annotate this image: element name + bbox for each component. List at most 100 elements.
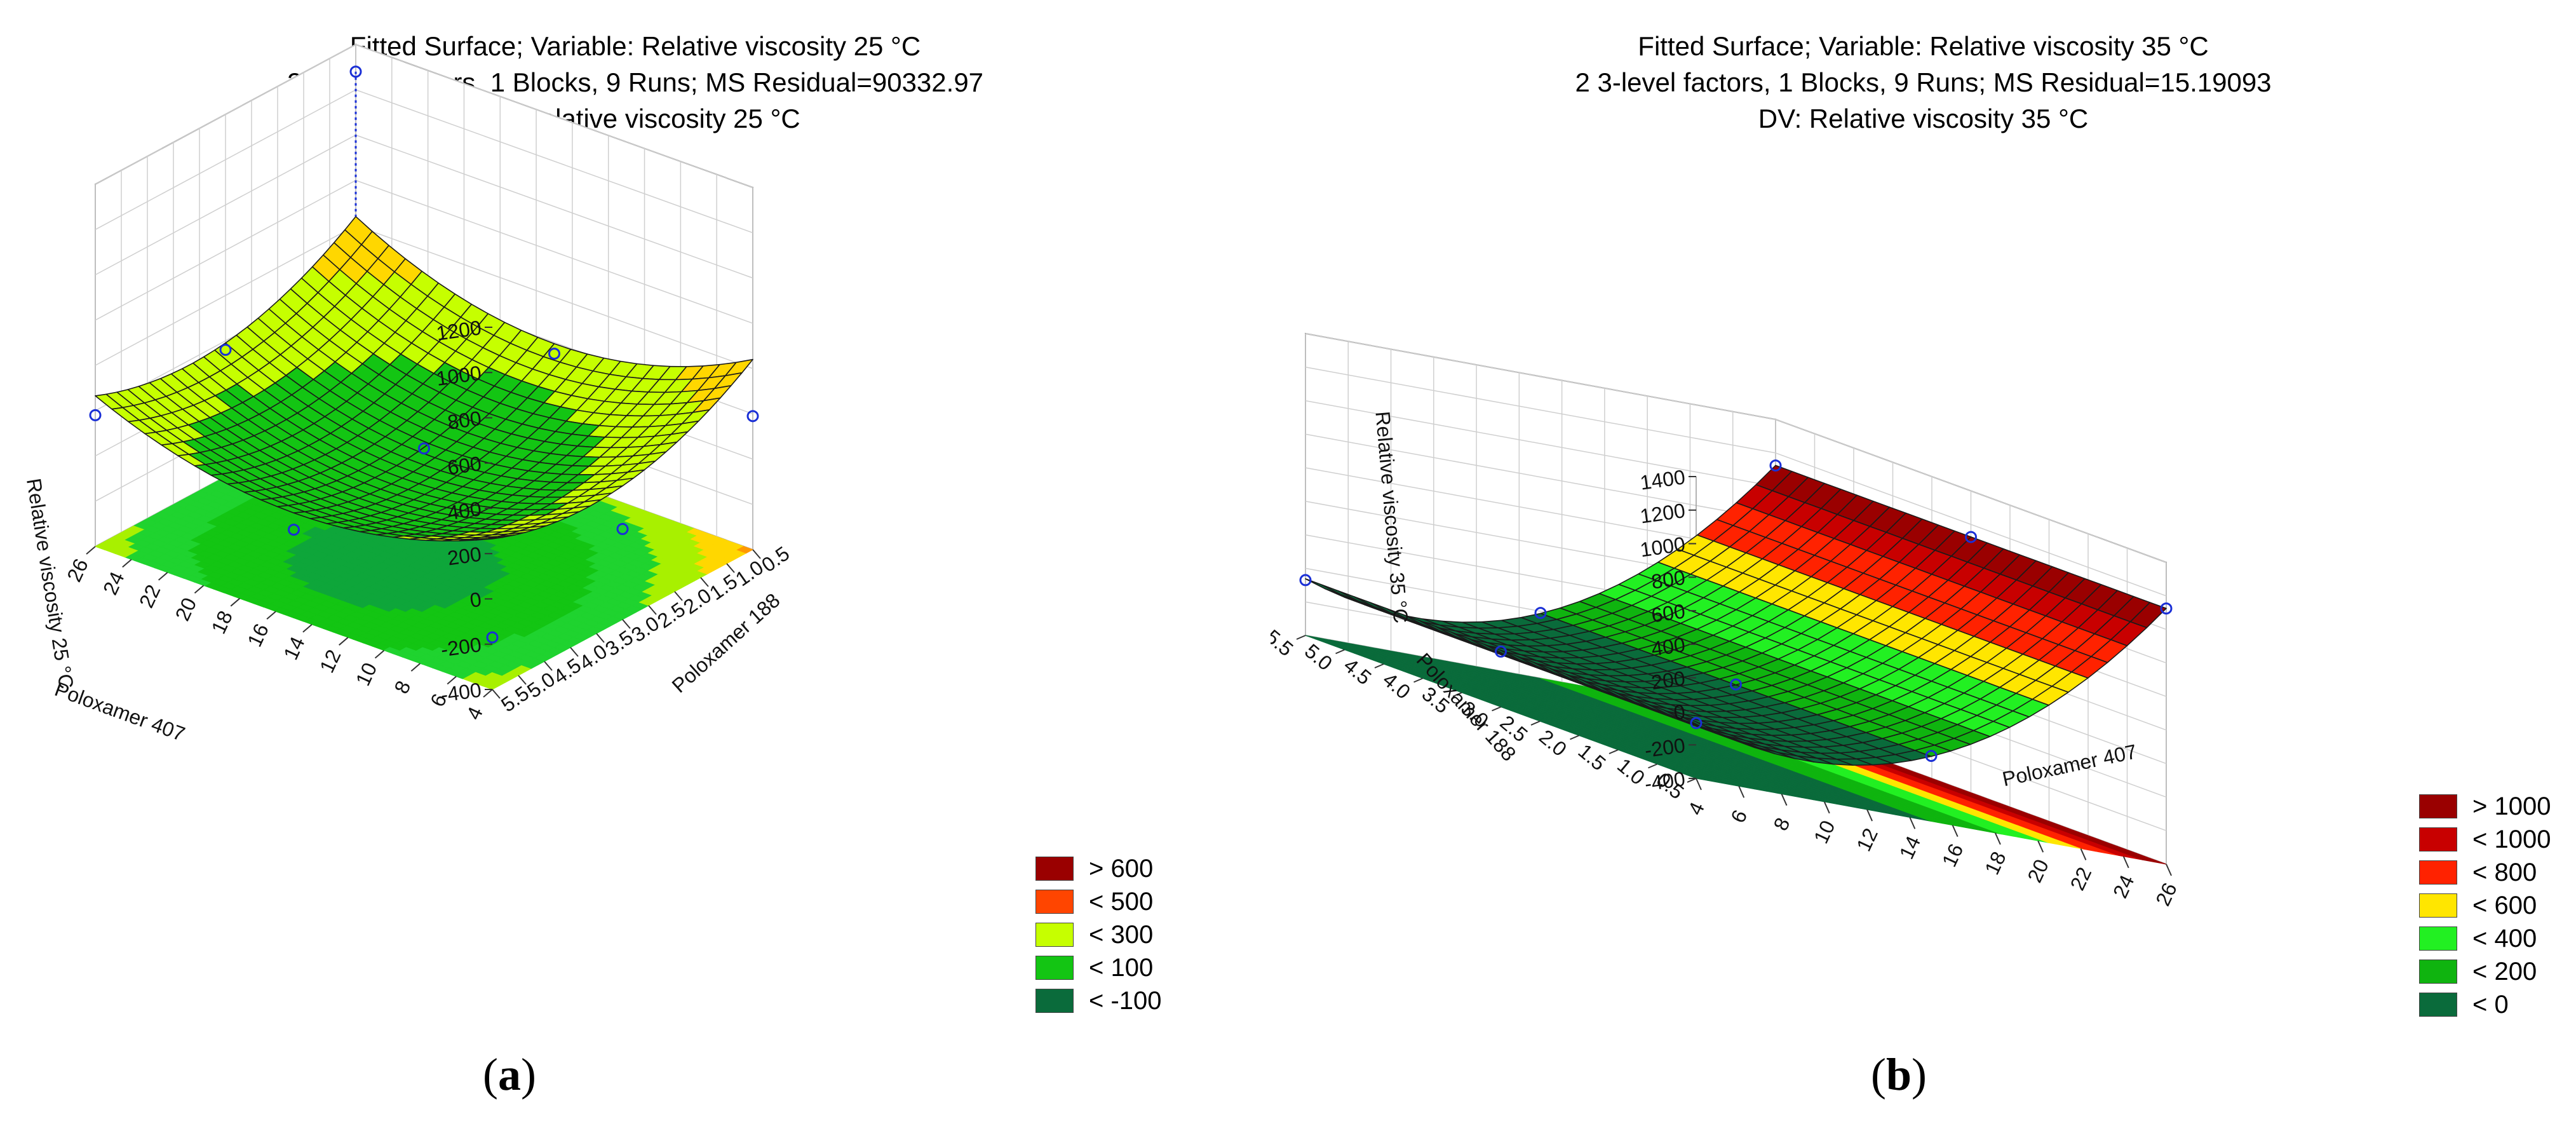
x-tick-label: 10 [1809, 817, 1840, 846]
legend-swatch [1035, 923, 1074, 947]
figure-caption-a: (a) [483, 1049, 536, 1100]
legend-swatch [2419, 827, 2457, 851]
x-tick [1952, 825, 1959, 838]
z-tick-label: 600 [1650, 599, 1687, 627]
observed-point [1534, 607, 1547, 620]
x-tick-label: 16 [1938, 840, 1968, 870]
x-tick-label: 8 [1769, 814, 1795, 834]
x-tick-label: 4 [1683, 799, 1709, 818]
y-tick [674, 591, 683, 601]
z-tick-label: 400 [446, 497, 483, 524]
observed-point [548, 348, 560, 360]
x-tick-label: 8 [389, 677, 415, 697]
z-axis-label: Relative viscosity 25 °C [22, 477, 78, 690]
z-tick-label: -200 [1643, 734, 1687, 763]
z-tick-label: 0 [468, 588, 483, 612]
y-tick [1374, 663, 1384, 668]
x-tick [1696, 778, 1702, 790]
caption-letter: b [1885, 1049, 1912, 1100]
legend-label: < 800 [2472, 858, 2537, 886]
y-tick [1296, 635, 1306, 640]
observed-point [219, 344, 232, 356]
legend-label: < 100 [1089, 954, 1154, 982]
x-tick-label: 14 [1895, 832, 1925, 862]
chart-panel-b: Fitted Surface; Variable: Relative visco… [1271, 0, 2576, 1126]
legend-swatch [2419, 794, 2457, 818]
legend-label: < 0 [2472, 991, 2509, 1019]
legend-swatch [1035, 956, 1074, 980]
x-tick-label: 10 [351, 659, 382, 689]
legend-swatch [1035, 890, 1074, 914]
y-tick [570, 647, 579, 657]
y-tick-label: 5.5 [1271, 625, 1298, 660]
x-tick [158, 572, 168, 581]
legend-label: < -100 [1089, 987, 1162, 1015]
x-tick [2166, 864, 2172, 876]
observed-point [2160, 602, 2173, 615]
y-tick [700, 577, 709, 587]
observed-points [1299, 459, 2173, 763]
x-tick [483, 689, 493, 698]
surface-plot: 4 6 8 10 12 14 16 18 20 22 24 260.51.01.52.02.53.03… [1271, 332, 2182, 909]
legend-label: < 500 [1089, 888, 1154, 916]
legend-swatch [2419, 860, 2457, 885]
x-tick-label: 24 [98, 568, 129, 598]
legend-label: > 1000 [2472, 792, 2551, 820]
x-tick [194, 585, 205, 594]
legend-swatch [1035, 857, 1074, 881]
x-tick-label: 26 [2151, 879, 2182, 909]
y-tick [1608, 749, 1619, 754]
x-tick [122, 559, 132, 568]
x-tick [86, 546, 96, 555]
legend-swatch [2419, 993, 2457, 1017]
observed-point [1769, 459, 1782, 472]
chart-title: Fitted Surface; Variable: Relative visco… [349, 31, 921, 61]
x-tick [2080, 848, 2087, 860]
dv-label: DV: Relative viscosity 35 °C [1758, 104, 2089, 133]
x-tick [1781, 794, 1788, 806]
y-tick [596, 633, 605, 643]
x-tick-label: 22 [135, 581, 165, 611]
observed-point [1690, 717, 1703, 729]
caption-letter: a [497, 1049, 521, 1100]
x-tick-label: 18 [1980, 848, 2011, 878]
legend-label: > 600 [1089, 855, 1154, 883]
observed-point [288, 524, 300, 536]
x-tick [1994, 832, 2001, 845]
x-tick-label: 22 [2066, 864, 2096, 893]
x-tick [1823, 801, 1830, 814]
x-tick [1738, 785, 1745, 798]
legend-label: < 400 [2472, 925, 2537, 953]
y-tick [1492, 706, 1501, 712]
x-tick-label: 14 [279, 633, 309, 663]
observed-point [746, 410, 759, 423]
x-tick-label: 20 [171, 594, 201, 624]
x-tick-label: 6 [1726, 806, 1751, 826]
legend-label: < 200 [2472, 958, 2537, 986]
x-tick [230, 598, 240, 607]
grid-line [95, 44, 753, 188]
observed-point [1299, 574, 1312, 587]
x-tick [410, 663, 421, 672]
y-tick [1335, 649, 1345, 655]
x-tick-label: 18 [206, 607, 237, 637]
y-tick [1530, 721, 1541, 726]
z-tick-label: 400 [1650, 633, 1687, 660]
legend-label: < 600 [2472, 892, 2537, 919]
observed-point [616, 523, 629, 535]
y-tick [726, 563, 735, 573]
legend-swatch [2419, 960, 2457, 984]
x-tick-label: 12 [1852, 825, 1882, 855]
x-tick [1909, 817, 1916, 829]
y-tick [752, 549, 761, 559]
z-tick-label: -200 [440, 633, 483, 661]
grid-line [1305, 367, 2167, 597]
y-tick [544, 661, 553, 671]
surface-plot: 4681012141618202224265.55.04.54.03.53.02… [22, 43, 793, 745]
z-tick-label: -400 [440, 678, 483, 707]
z-tick-label: 800 [446, 407, 483, 434]
y-tick [492, 689, 501, 699]
legend-swatch [2419, 926, 2457, 951]
observed-point [89, 409, 102, 421]
x-tick-label: 16 [243, 620, 273, 650]
